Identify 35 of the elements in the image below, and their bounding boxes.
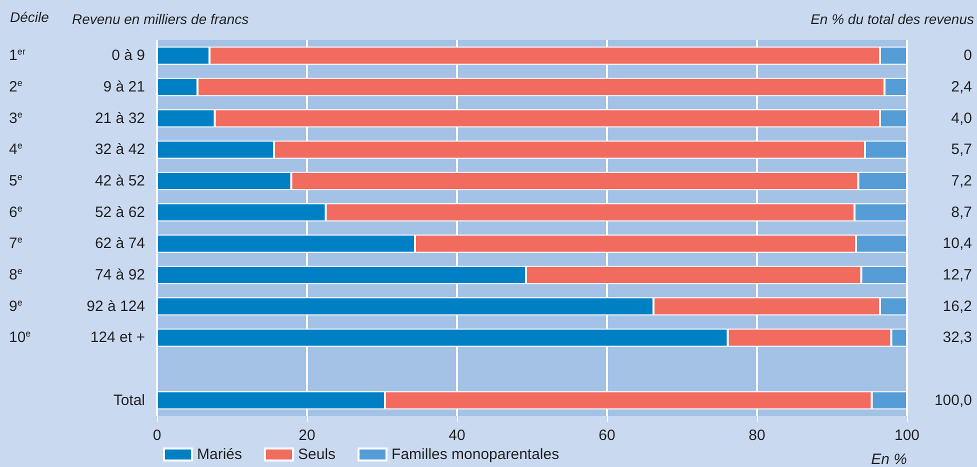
y-tick-label: 9 à 21 xyxy=(103,78,145,96)
y2-tick-label: 12,7 xyxy=(942,266,972,284)
x-tick-label: 20 xyxy=(298,427,316,444)
y2-axis-title: En % du total des revenus xyxy=(810,11,974,27)
x-tick-label: 60 xyxy=(598,427,616,444)
x-tick-label: 40 xyxy=(448,427,466,444)
x-axis-title: En % xyxy=(871,451,907,467)
y-tick-label: 74 à 92 xyxy=(94,266,145,284)
y2-tick-label: 16,2 xyxy=(942,298,972,315)
y-tick-label: 124 et + xyxy=(90,329,146,346)
y2-tick-label: 10,4 xyxy=(942,235,972,252)
y-axis-title: Revenu en milliers de francs xyxy=(72,11,249,27)
x-tick-label: 0 xyxy=(152,427,162,444)
y2-tick-label: 2,4 xyxy=(951,78,972,96)
y2-tick-label: 5,7 xyxy=(951,141,972,158)
y2-tick-label: 8,7 xyxy=(951,204,972,221)
legend-label: Familles monoparentales xyxy=(392,446,560,463)
legend-label: Mariés xyxy=(197,446,242,463)
y-tick-label: 42 à 52 xyxy=(94,172,145,190)
y2-tick-label: 7,2 xyxy=(951,172,972,190)
legend-label: Seuls xyxy=(298,446,336,463)
y-tick-label: 62 à 74 xyxy=(94,235,145,252)
y2-tick-label: 32,3 xyxy=(942,329,972,346)
y-tick-label: 52 à 62 xyxy=(94,204,145,221)
y-tick-label: 0 à 9 xyxy=(112,47,145,64)
y2-tick-label: 0 xyxy=(964,47,972,64)
x-tick-label: 80 xyxy=(748,427,766,444)
text: Décile xyxy=(10,9,50,25)
y2-tick-label: 100,0 xyxy=(934,392,972,409)
y-tick-label: 21 à 32 xyxy=(94,110,145,127)
x-tick-label: 100 xyxy=(894,427,920,444)
y-tick-label: 32 à 42 xyxy=(94,141,145,158)
y-tick-label: Total xyxy=(113,392,145,409)
y-tick-label: 92 à 124 xyxy=(86,298,145,315)
y2-tick-label: 4,0 xyxy=(951,110,972,127)
